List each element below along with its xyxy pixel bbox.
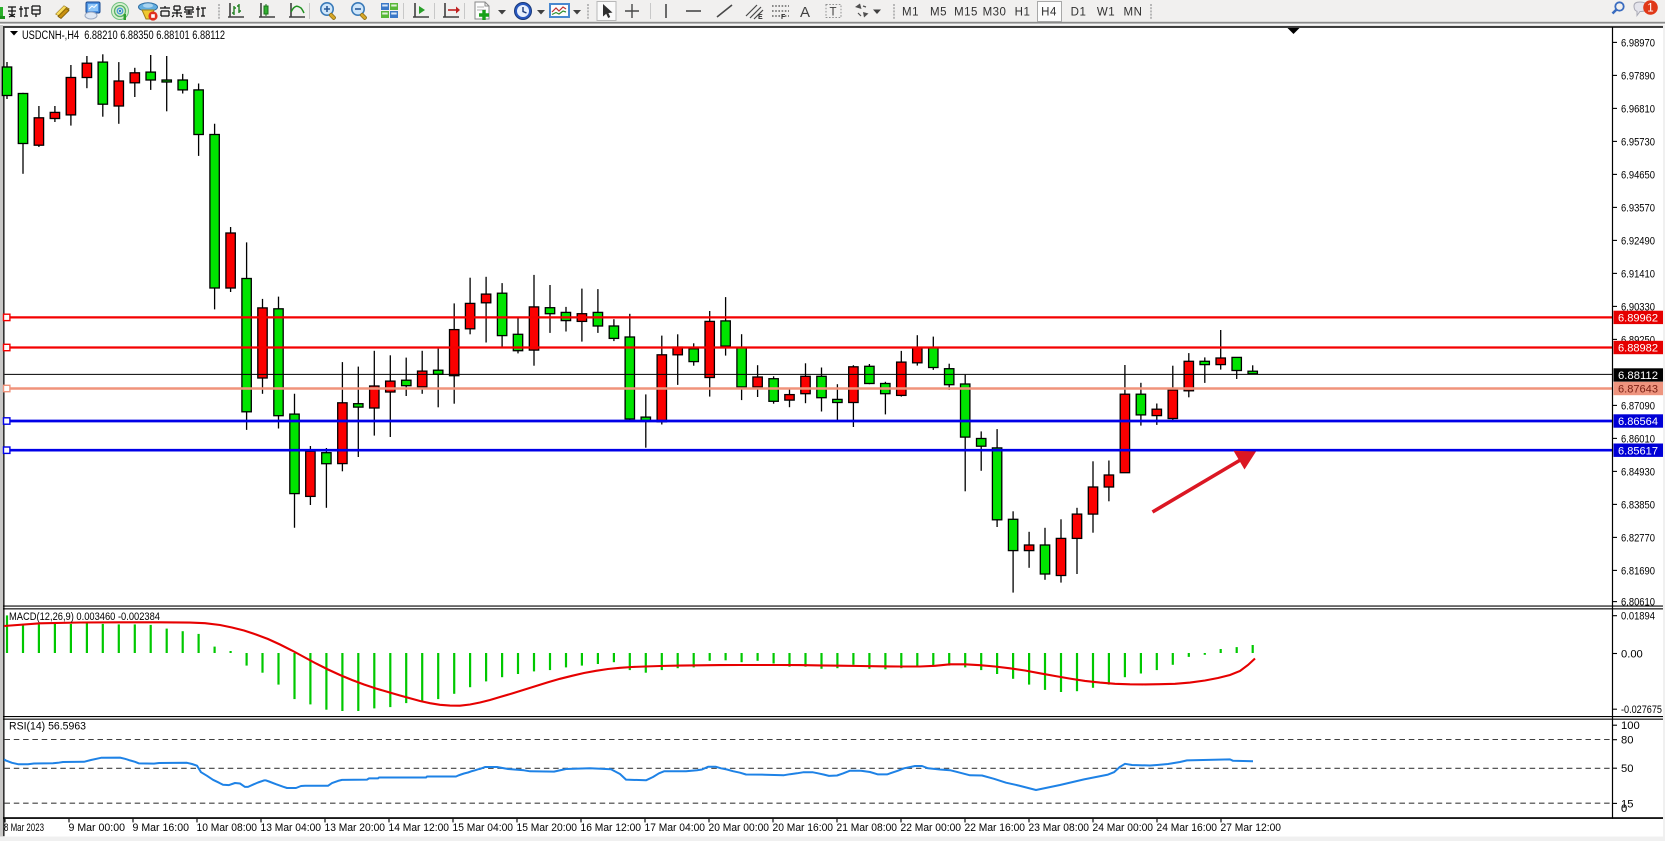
svg-text:6.91410: 6.91410 [1621,268,1655,280]
svg-text:T: T [830,7,837,19]
svg-text:22 Mar 16:00: 22 Mar 16:00 [965,822,1026,834]
svg-text:M5: M5 [930,7,947,19]
svg-text:6.86010: 6.86010 [1621,433,1655,445]
svg-text:13 Mar 20:00: 13 Mar 20:00 [325,822,386,834]
svg-text:80: 80 [1621,735,1633,747]
svg-text:6.92490: 6.92490 [1621,235,1655,247]
svg-text:6.81690: 6.81690 [1621,565,1655,577]
svg-text:8 Mar 2023: 8 Mar 2023 [4,822,44,834]
svg-text:20 Mar 16:00: 20 Mar 16:00 [773,822,834,834]
svg-text:6.83850: 6.83850 [1621,499,1655,511]
svg-text:6.95730: 6.95730 [1621,136,1655,148]
svg-text:F: F [781,14,786,21]
svg-text:W1: W1 [1097,7,1115,19]
svg-text:24 Mar 00:00: 24 Mar 00:00 [1093,822,1154,834]
svg-text:M15: M15 [954,7,978,19]
svg-text:6.96810: 6.96810 [1621,103,1655,115]
svg-text:6.93570: 6.93570 [1621,202,1655,214]
svg-text:6.87090: 6.87090 [1621,400,1655,412]
svg-text:USDCNH-,H4 6.88210 6.88350 6.: USDCNH-,H4 6.88210 6.88350 6.88101 6.881… [22,28,225,42]
svg-text:24 Mar 16:00: 24 Mar 16:00 [1157,822,1218,834]
svg-text:6.88112: 6.88112 [1618,370,1658,382]
svg-text:H4: H4 [1041,7,1057,19]
svg-text:6.85617: 6.85617 [1618,445,1658,457]
svg-text:17 Mar 04:00: 17 Mar 04:00 [645,822,706,834]
svg-text:16 Mar 12:00: 16 Mar 12:00 [581,822,642,834]
svg-text:0.00: 0.00 [1621,648,1643,660]
svg-text:1: 1 [1647,3,1653,15]
svg-text:10 Mar 08:00: 10 Mar 08:00 [197,822,258,834]
svg-text:15: 15 [1621,798,1633,810]
svg-text:0.01894: 0.01894 [1621,611,1655,623]
svg-text:6.89962: 6.89962 [1618,313,1658,325]
svg-text:6.98970: 6.98970 [1621,37,1655,49]
svg-text:21 Mar 08:00: 21 Mar 08:00 [837,822,898,834]
svg-text:20 Mar 00:00: 20 Mar 00:00 [709,822,770,834]
svg-text:100: 100 [1621,720,1640,732]
svg-text:6.84930: 6.84930 [1621,466,1655,478]
svg-text:9 Mar 16:00: 9 Mar 16:00 [133,822,190,834]
svg-text:13 Mar 04:00: 13 Mar 04:00 [261,822,322,834]
svg-text:14 Mar 12:00: 14 Mar 12:00 [389,822,450,834]
svg-text:E: E [758,14,763,21]
svg-text:6.86564: 6.86564 [1618,416,1658,428]
svg-text:MN: MN [1124,7,1143,19]
svg-text:M30: M30 [983,7,1007,19]
svg-text:6.88982: 6.88982 [1618,343,1658,355]
svg-text:22 Mar 00:00: 22 Mar 00:00 [901,822,962,834]
svg-text:6.90330: 6.90330 [1621,301,1655,313]
svg-text:6.87643: 6.87643 [1618,384,1658,396]
svg-text:23 Mar 08:00: 23 Mar 08:00 [1029,822,1090,834]
svg-text:H1: H1 [1015,7,1031,19]
svg-text:0: 0 [1621,803,1627,815]
svg-text:-0.027675: -0.027675 [1621,704,1662,716]
svg-text:15 Mar 04:00: 15 Mar 04:00 [453,822,514,834]
svg-text:50: 50 [1621,763,1633,775]
svg-text:27 Mar 12:00: 27 Mar 12:00 [1221,822,1282,834]
svg-text:15 Mar 20:00: 15 Mar 20:00 [517,822,578,834]
svg-text:D1: D1 [1071,7,1087,19]
svg-text:6.80610: 6.80610 [1621,597,1655,609]
svg-text:RSI(14) 56.5963: RSI(14) 56.5963 [9,721,86,733]
svg-text:MACD(12,26,9) 0.003460 -0.0023: MACD(12,26,9) 0.003460 -0.002384 [9,611,160,623]
svg-text:6.97890: 6.97890 [1621,70,1655,82]
svg-text:A: A [800,4,810,21]
svg-text:9 Mar 00:00: 9 Mar 00:00 [69,822,126,834]
svg-text:M1: M1 [902,7,919,19]
svg-text:6.82770: 6.82770 [1621,532,1655,544]
svg-text:6.94650: 6.94650 [1621,169,1655,181]
